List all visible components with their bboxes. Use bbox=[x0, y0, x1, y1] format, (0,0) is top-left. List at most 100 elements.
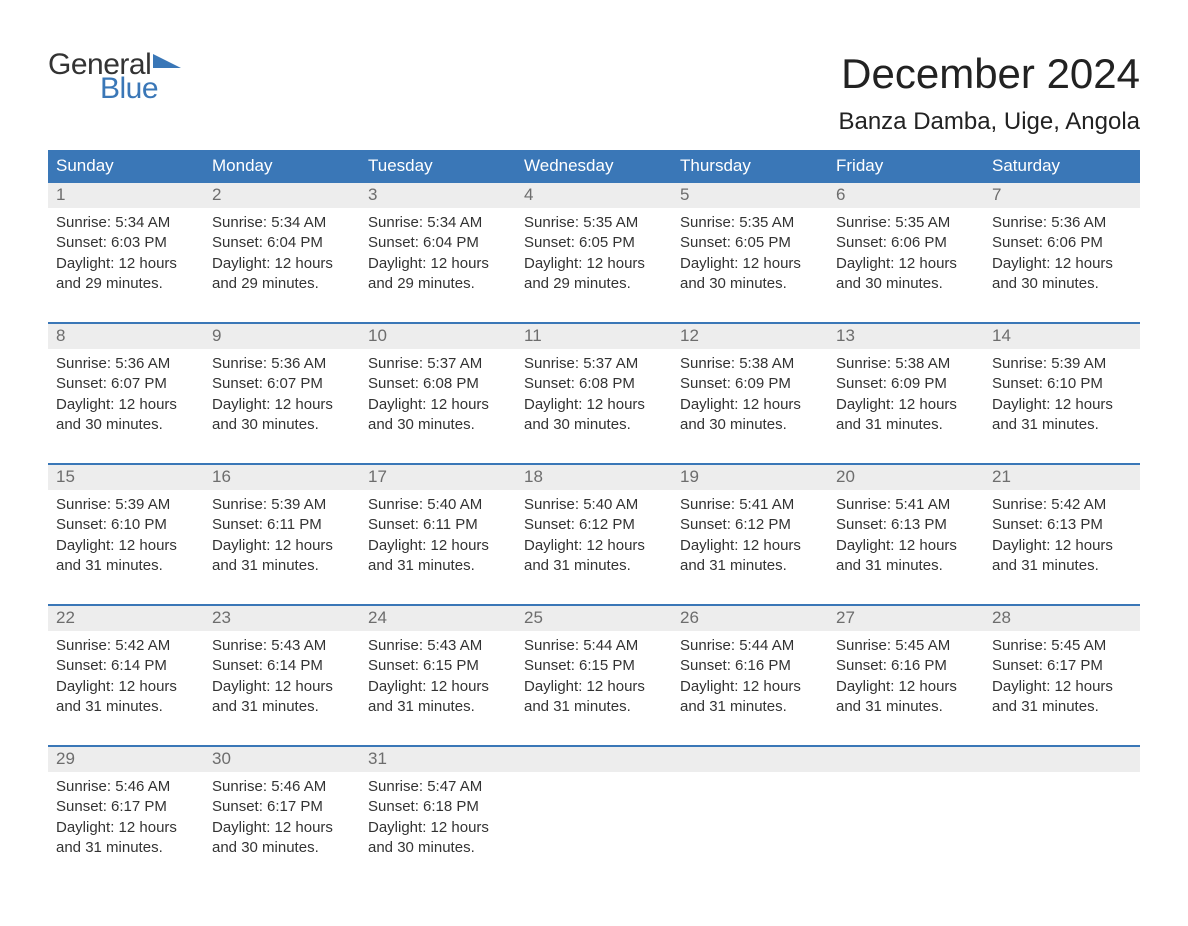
weekday-header: Saturday bbox=[984, 150, 1140, 183]
day-daylight2: and 31 minutes. bbox=[836, 697, 976, 717]
day-content-row: Sunrise: 5:36 AMSunset: 6:07 PMDaylight:… bbox=[48, 349, 1140, 435]
day-cell: Sunrise: 5:40 AMSunset: 6:11 PMDaylight:… bbox=[360, 490, 516, 576]
day-cell: Sunrise: 5:44 AMSunset: 6:15 PMDaylight:… bbox=[516, 631, 672, 717]
day-sunrise: Sunrise: 5:37 AM bbox=[368, 354, 508, 374]
day-cell: Sunrise: 5:34 AMSunset: 6:03 PMDaylight:… bbox=[48, 208, 204, 294]
day-sunset: Sunset: 6:04 PM bbox=[368, 233, 508, 253]
day-cell bbox=[516, 772, 672, 858]
calendar: Sunday Monday Tuesday Wednesday Thursday… bbox=[48, 150, 1140, 858]
day-sunrise: Sunrise: 5:38 AM bbox=[836, 354, 976, 374]
day-sunrise: Sunrise: 5:47 AM bbox=[368, 777, 508, 797]
day-number: 29 bbox=[48, 747, 204, 772]
day-daylight2: and 30 minutes. bbox=[368, 415, 508, 435]
day-cell: Sunrise: 5:46 AMSunset: 6:17 PMDaylight:… bbox=[204, 772, 360, 858]
day-daylight1: Daylight: 12 hours bbox=[368, 818, 508, 838]
day-daylight1: Daylight: 12 hours bbox=[212, 818, 352, 838]
day-sunset: Sunset: 6:08 PM bbox=[524, 374, 664, 394]
day-number: 19 bbox=[672, 465, 828, 490]
day-sunrise: Sunrise: 5:45 AM bbox=[992, 636, 1132, 656]
day-sunset: Sunset: 6:17 PM bbox=[992, 656, 1132, 676]
day-cell: Sunrise: 5:36 AMSunset: 6:07 PMDaylight:… bbox=[48, 349, 204, 435]
day-daylight1: Daylight: 12 hours bbox=[368, 395, 508, 415]
day-daylight2: and 31 minutes. bbox=[524, 697, 664, 717]
day-sunrise: Sunrise: 5:39 AM bbox=[992, 354, 1132, 374]
day-sunrise: Sunrise: 5:42 AM bbox=[992, 495, 1132, 515]
day-daylight1: Daylight: 12 hours bbox=[524, 536, 664, 556]
day-sunset: Sunset: 6:09 PM bbox=[680, 374, 820, 394]
day-number: 5 bbox=[672, 183, 828, 208]
day-sunset: Sunset: 6:17 PM bbox=[56, 797, 196, 817]
day-sunset: Sunset: 6:17 PM bbox=[212, 797, 352, 817]
day-daylight2: and 29 minutes. bbox=[56, 274, 196, 294]
day-sunset: Sunset: 6:07 PM bbox=[56, 374, 196, 394]
day-daylight2: and 31 minutes. bbox=[992, 556, 1132, 576]
day-cell: Sunrise: 5:43 AMSunset: 6:14 PMDaylight:… bbox=[204, 631, 360, 717]
day-number: 17 bbox=[360, 465, 516, 490]
day-cell: Sunrise: 5:36 AMSunset: 6:06 PMDaylight:… bbox=[984, 208, 1140, 294]
day-sunrise: Sunrise: 5:44 AM bbox=[524, 636, 664, 656]
day-cell: Sunrise: 5:35 AMSunset: 6:05 PMDaylight:… bbox=[516, 208, 672, 294]
day-cell: Sunrise: 5:44 AMSunset: 6:16 PMDaylight:… bbox=[672, 631, 828, 717]
day-sunset: Sunset: 6:10 PM bbox=[992, 374, 1132, 394]
day-number bbox=[516, 747, 672, 772]
day-daylight1: Daylight: 12 hours bbox=[992, 254, 1132, 274]
day-daylight1: Daylight: 12 hours bbox=[524, 254, 664, 274]
day-sunrise: Sunrise: 5:37 AM bbox=[524, 354, 664, 374]
day-daylight1: Daylight: 12 hours bbox=[212, 254, 352, 274]
day-number: 26 bbox=[672, 606, 828, 631]
day-daylight2: and 31 minutes. bbox=[56, 838, 196, 858]
day-daylight2: and 31 minutes. bbox=[56, 697, 196, 717]
day-sunrise: Sunrise: 5:36 AM bbox=[212, 354, 352, 374]
day-cell: Sunrise: 5:40 AMSunset: 6:12 PMDaylight:… bbox=[516, 490, 672, 576]
day-number: 14 bbox=[984, 324, 1140, 349]
day-sunset: Sunset: 6:14 PM bbox=[212, 656, 352, 676]
day-sunrise: Sunrise: 5:46 AM bbox=[56, 777, 196, 797]
weekday-header: Tuesday bbox=[360, 150, 516, 183]
day-cell: Sunrise: 5:37 AMSunset: 6:08 PMDaylight:… bbox=[360, 349, 516, 435]
day-sunrise: Sunrise: 5:41 AM bbox=[836, 495, 976, 515]
day-number: 1 bbox=[48, 183, 204, 208]
day-daylight2: and 31 minutes. bbox=[212, 697, 352, 717]
day-cell: Sunrise: 5:42 AMSunset: 6:13 PMDaylight:… bbox=[984, 490, 1140, 576]
day-sunrise: Sunrise: 5:35 AM bbox=[524, 213, 664, 233]
day-sunrise: Sunrise: 5:38 AM bbox=[680, 354, 820, 374]
day-number: 31 bbox=[360, 747, 516, 772]
week-block: 15161718192021Sunrise: 5:39 AMSunset: 6:… bbox=[48, 463, 1140, 576]
day-sunrise: Sunrise: 5:36 AM bbox=[56, 354, 196, 374]
day-sunrise: Sunrise: 5:40 AM bbox=[368, 495, 508, 515]
day-daylight2: and 29 minutes. bbox=[212, 274, 352, 294]
day-sunset: Sunset: 6:14 PM bbox=[56, 656, 196, 676]
day-daylight1: Daylight: 12 hours bbox=[836, 254, 976, 274]
day-cell: Sunrise: 5:46 AMSunset: 6:17 PMDaylight:… bbox=[48, 772, 204, 858]
day-number-row: 22232425262728 bbox=[48, 606, 1140, 631]
day-sunrise: Sunrise: 5:45 AM bbox=[836, 636, 976, 656]
day-sunset: Sunset: 6:15 PM bbox=[368, 656, 508, 676]
day-number-row: 15161718192021 bbox=[48, 465, 1140, 490]
day-sunset: Sunset: 6:13 PM bbox=[836, 515, 976, 535]
day-sunrise: Sunrise: 5:39 AM bbox=[56, 495, 196, 515]
day-sunrise: Sunrise: 5:43 AM bbox=[368, 636, 508, 656]
day-number: 13 bbox=[828, 324, 984, 349]
day-sunset: Sunset: 6:16 PM bbox=[836, 656, 976, 676]
day-number: 2 bbox=[204, 183, 360, 208]
day-daylight2: and 30 minutes. bbox=[212, 415, 352, 435]
day-daylight1: Daylight: 12 hours bbox=[368, 677, 508, 697]
day-cell: Sunrise: 5:34 AMSunset: 6:04 PMDaylight:… bbox=[204, 208, 360, 294]
day-daylight1: Daylight: 12 hours bbox=[992, 395, 1132, 415]
logo-text-blue: Blue bbox=[100, 74, 183, 104]
day-sunset: Sunset: 6:15 PM bbox=[524, 656, 664, 676]
day-daylight1: Daylight: 12 hours bbox=[212, 536, 352, 556]
day-number: 10 bbox=[360, 324, 516, 349]
day-number: 16 bbox=[204, 465, 360, 490]
day-number: 20 bbox=[828, 465, 984, 490]
day-sunrise: Sunrise: 5:42 AM bbox=[56, 636, 196, 656]
day-cell: Sunrise: 5:36 AMSunset: 6:07 PMDaylight:… bbox=[204, 349, 360, 435]
day-cell: Sunrise: 5:38 AMSunset: 6:09 PMDaylight:… bbox=[828, 349, 984, 435]
day-daylight1: Daylight: 12 hours bbox=[56, 395, 196, 415]
day-number: 12 bbox=[672, 324, 828, 349]
day-cell: Sunrise: 5:39 AMSunset: 6:10 PMDaylight:… bbox=[984, 349, 1140, 435]
day-cell: Sunrise: 5:39 AMSunset: 6:10 PMDaylight:… bbox=[48, 490, 204, 576]
day-number: 6 bbox=[828, 183, 984, 208]
day-cell: Sunrise: 5:45 AMSunset: 6:16 PMDaylight:… bbox=[828, 631, 984, 717]
day-sunset: Sunset: 6:11 PM bbox=[368, 515, 508, 535]
